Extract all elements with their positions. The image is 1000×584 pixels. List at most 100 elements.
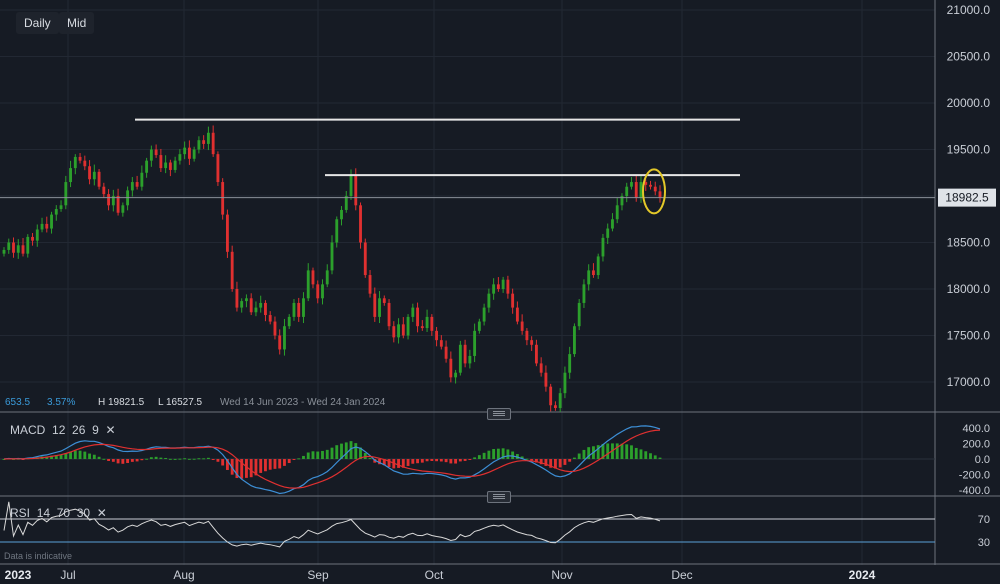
candle bbox=[64, 182, 68, 206]
rsi-tick-label: 30 bbox=[978, 537, 990, 549]
candle bbox=[596, 256, 600, 276]
candle bbox=[78, 156, 82, 161]
candle bbox=[116, 196, 120, 213]
macd-histogram-bar bbox=[634, 447, 638, 459]
candle bbox=[592, 270, 595, 276]
disclaimer: Data is indicative bbox=[4, 551, 73, 561]
candle bbox=[444, 346, 448, 359]
time-axis-label: Oct bbox=[425, 568, 444, 582]
daily-button[interactable]: Daily bbox=[16, 12, 59, 34]
price-tick-label: 18000.0 bbox=[947, 282, 991, 296]
macd-histogram-bar bbox=[54, 455, 58, 459]
rsi-tick-label: 70 bbox=[978, 514, 990, 526]
macd-histogram-bar bbox=[126, 459, 130, 463]
candle bbox=[278, 335, 282, 350]
candle bbox=[302, 298, 305, 317]
candle bbox=[620, 196, 624, 206]
candle bbox=[382, 298, 386, 303]
candle bbox=[439, 340, 443, 347]
candle bbox=[492, 284, 496, 294]
macd-histogram-bar bbox=[378, 459, 381, 465]
candle bbox=[530, 340, 534, 345]
macd-histogram-bar bbox=[278, 459, 282, 469]
candle bbox=[601, 237, 605, 257]
candle bbox=[639, 182, 643, 198]
change-percent: 3.57% bbox=[47, 397, 76, 408]
pane-resize-icon[interactable] bbox=[487, 491, 511, 503]
candle bbox=[340, 209, 343, 220]
macd-histogram-bar bbox=[534, 459, 538, 463]
candle bbox=[164, 162, 168, 169]
macd-histogram-bar bbox=[653, 455, 657, 459]
price-tick-label: 20000.0 bbox=[947, 96, 991, 110]
candle bbox=[658, 191, 662, 198]
candle bbox=[539, 363, 543, 373]
macd-histogram-bar bbox=[444, 459, 448, 463]
macd-histogram-bar bbox=[458, 459, 462, 462]
macd-histogram-bar bbox=[111, 459, 115, 462]
candle bbox=[325, 270, 329, 285]
macd-histogram-bar bbox=[130, 459, 134, 462]
macd-histogram-bar bbox=[168, 458, 172, 460]
mid-button[interactable]: Mid bbox=[59, 12, 95, 34]
pane-resize-icon[interactable] bbox=[487, 408, 511, 420]
macd-histogram-bar bbox=[468, 459, 472, 460]
candle bbox=[582, 284, 586, 303]
high-value: H 19821.5 bbox=[98, 397, 145, 408]
macd-histogram-bar bbox=[506, 449, 510, 459]
macd-histogram-bar bbox=[97, 456, 101, 459]
candle bbox=[501, 279, 505, 289]
macd-histogram-bar bbox=[520, 456, 524, 459]
candle bbox=[544, 372, 548, 387]
macd-histogram-bar bbox=[64, 453, 68, 459]
candle bbox=[292, 302, 296, 317]
candle bbox=[311, 270, 315, 285]
signal-line bbox=[3, 429, 661, 489]
candle bbox=[520, 321, 524, 331]
macd-histogram-bar bbox=[511, 451, 515, 459]
macd-histogram-bar bbox=[411, 459, 415, 464]
rsi-label: RSI 14 70 30 ✕ bbox=[10, 506, 107, 520]
candle bbox=[107, 194, 111, 206]
macd-histogram-bar bbox=[573, 457, 576, 459]
macd-line bbox=[3, 425, 661, 495]
candle bbox=[225, 214, 229, 252]
macd-histogram-bar bbox=[45, 456, 49, 459]
macd-histogram-bar bbox=[454, 459, 458, 464]
macd-histogram-bar bbox=[83, 451, 87, 459]
macd-histogram-bar bbox=[325, 449, 329, 459]
close-icon[interactable]: ✕ bbox=[96, 506, 107, 520]
candle bbox=[420, 326, 424, 329]
candle bbox=[178, 154, 182, 161]
macd-histogram-bar bbox=[558, 459, 562, 468]
close-icon[interactable]: ✕ bbox=[105, 423, 116, 437]
candle bbox=[506, 279, 510, 294]
candle bbox=[59, 205, 63, 210]
macd-histogram-bar bbox=[658, 457, 662, 459]
candle bbox=[606, 228, 610, 238]
candle bbox=[7, 242, 11, 250]
macd-histogram-bar bbox=[430, 459, 434, 462]
candle bbox=[525, 330, 529, 341]
macd-histogram-bar bbox=[544, 459, 548, 466]
macd-histogram-bar bbox=[311, 451, 315, 459]
macd-histogram-bar bbox=[625, 444, 629, 459]
macd-histogram-bar bbox=[216, 459, 220, 462]
macd-histogram-bar bbox=[615, 443, 619, 459]
time-axis-label: Jul bbox=[60, 568, 75, 582]
macd-histogram-bar bbox=[596, 445, 600, 459]
macd-histogram-bar bbox=[639, 449, 643, 459]
candle bbox=[283, 326, 286, 350]
candle bbox=[454, 372, 458, 378]
candle bbox=[401, 324, 405, 336]
macd-histogram-bar bbox=[178, 458, 182, 460]
macd-histogram-bar bbox=[539, 459, 543, 465]
macd-histogram-bar bbox=[302, 455, 305, 459]
macd-tick-label: -400.0 bbox=[959, 485, 990, 497]
macd-histogram-bar bbox=[477, 455, 481, 459]
macd-histogram-bar bbox=[202, 458, 206, 460]
candle bbox=[368, 275, 372, 294]
candle bbox=[45, 223, 49, 229]
macd-histogram-bar bbox=[154, 456, 158, 459]
